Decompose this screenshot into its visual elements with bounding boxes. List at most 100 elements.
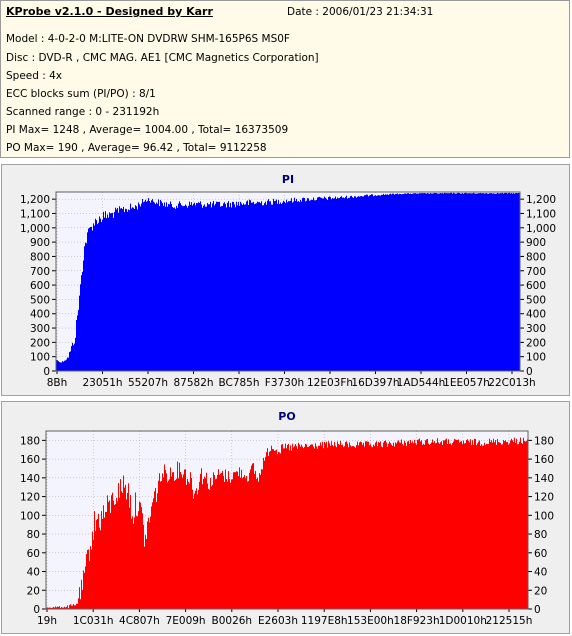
pi-bar	[438, 193, 439, 371]
pi-bar	[451, 192, 452, 371]
po-bar	[165, 469, 166, 609]
pi-bar	[339, 198, 340, 371]
pi-bar	[400, 193, 401, 371]
po-bar	[441, 441, 442, 609]
pi-bar	[410, 193, 411, 371]
pi-bar	[115, 207, 116, 371]
po-bar	[355, 447, 356, 609]
pi-bar	[304, 198, 305, 371]
pi-bar	[334, 198, 335, 371]
po-bar	[274, 450, 275, 609]
po-bar	[296, 446, 297, 609]
pi-bar	[414, 193, 415, 371]
po-bar	[407, 441, 408, 609]
pi-bar	[366, 194, 367, 371]
po-bar	[203, 478, 204, 609]
pi-bar	[472, 193, 473, 371]
po-bar	[380, 441, 381, 609]
po-bar	[518, 444, 519, 609]
po-bar	[219, 474, 220, 609]
pi-bar	[349, 197, 350, 371]
pi-bar	[97, 224, 98, 371]
pi-bar	[186, 205, 187, 371]
pi-x-tick-label: 8Bh	[47, 377, 68, 389]
pi-bar	[499, 193, 500, 371]
pi-bar	[259, 202, 260, 371]
pi-y-tick-label-right: 1,000	[526, 223, 556, 235]
po-bar	[493, 438, 494, 609]
po-bar	[87, 549, 88, 609]
pi-bar	[337, 197, 338, 371]
po-bar	[273, 449, 274, 609]
po-bar	[281, 444, 282, 609]
po-bar	[179, 462, 180, 609]
pi-bar	[353, 197, 354, 371]
po-bar	[311, 444, 312, 609]
po-bar	[519, 441, 520, 609]
pi-bar	[73, 345, 74, 371]
po-bar	[496, 444, 497, 609]
po-bar	[107, 495, 108, 609]
pi-bar	[502, 192, 503, 371]
po-bar	[183, 474, 184, 609]
po-bar	[233, 472, 234, 609]
pi-bar	[217, 201, 218, 371]
po-bar	[410, 440, 411, 609]
pi-chart: PI 0 0 100 100 200 200 300 300 400 400 500 500 600 600…	[20, 173, 556, 389]
po-bar	[279, 452, 280, 609]
pi-bar	[120, 208, 121, 371]
po-bar	[298, 442, 299, 609]
pi-bar	[286, 199, 287, 371]
po-x-tick-label: 1D0010h	[439, 615, 487, 627]
pi-bar	[64, 360, 65, 371]
po-bar	[143, 524, 144, 609]
pi-bar	[364, 195, 365, 371]
po-bar	[48, 607, 49, 609]
po-bar	[275, 450, 276, 609]
po-bar	[361, 442, 362, 609]
po-bar	[59, 606, 60, 609]
pi-bar	[291, 198, 292, 371]
pi-bar	[187, 207, 188, 371]
pi-bar	[124, 212, 125, 371]
pi-bar	[399, 193, 400, 371]
po-bar	[507, 441, 508, 609]
pi-bar	[397, 193, 398, 371]
pi-bar	[453, 192, 454, 371]
pi-bar	[238, 202, 239, 371]
pi-bar	[252, 202, 253, 371]
po-bar	[447, 444, 448, 609]
pi-y-tick-label-right: 800	[526, 251, 546, 263]
po-x-tick-label: B0026h	[212, 615, 253, 627]
pi-bar	[223, 203, 224, 371]
pi-bar	[184, 205, 185, 371]
po-bar	[167, 482, 168, 609]
pi-bar	[107, 214, 108, 371]
pi-bar	[456, 193, 457, 371]
pi-bar	[165, 206, 166, 371]
po-bar	[258, 481, 259, 609]
disc-line: Disc : DVD-R , CMC MAG. AE1 [CMC Magneti…	[6, 52, 319, 64]
po-bar	[105, 511, 106, 609]
pi-bar	[428, 193, 429, 371]
po-bar	[483, 445, 484, 609]
pi-bar	[295, 200, 296, 371]
po-bar	[370, 444, 371, 609]
po-bar	[192, 489, 193, 609]
pi-bar	[511, 193, 512, 371]
pi-bar	[113, 217, 114, 371]
po-bar	[480, 445, 481, 609]
pi-bar	[195, 205, 196, 371]
po-bar	[487, 444, 488, 609]
po-bar	[152, 502, 153, 609]
po-bar	[277, 454, 278, 609]
po-bar	[248, 481, 249, 609]
po-y-tick-label: 100	[20, 510, 40, 522]
pi-bar	[491, 193, 492, 371]
po-bar	[80, 599, 81, 609]
po-bar	[229, 479, 230, 609]
pi-y-tick-label: 600	[30, 280, 50, 292]
po-bar	[223, 475, 224, 609]
po-bar	[55, 606, 56, 609]
pi-bar	[494, 193, 495, 371]
